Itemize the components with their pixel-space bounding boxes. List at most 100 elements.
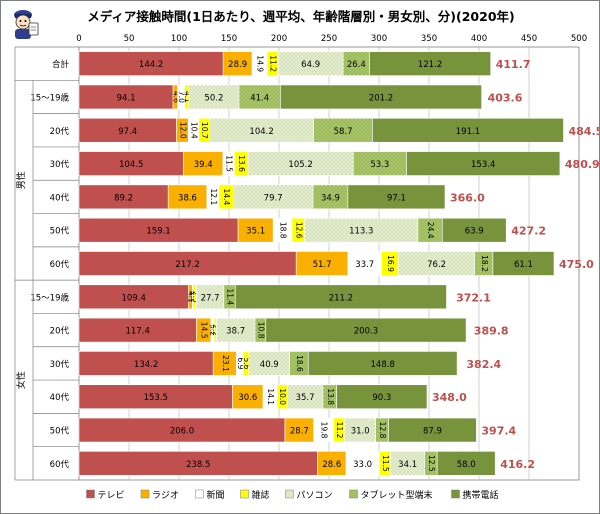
segment-value-label: 30.6 — [238, 393, 257, 403]
segment-value-label: 28.7 — [290, 427, 309, 437]
segment-value-label: 13.8 — [326, 388, 335, 405]
legend-label: ラジオ — [152, 490, 179, 501]
segment-value-label: 97.1 — [387, 193, 406, 203]
group-label: 男性 — [15, 171, 27, 189]
segment-value-label: 11.5 — [381, 455, 390, 472]
category-label: 30代 — [50, 359, 70, 370]
segment-value-label: 14.4 — [222, 189, 231, 206]
segment-value-label: 6.9 — [236, 357, 245, 369]
segment-value-label: 18.8 — [279, 222, 288, 239]
legend-swatch — [285, 489, 294, 499]
segment-value-label: 51.7 — [313, 260, 332, 270]
segment-value-label: 64.9 — [301, 60, 320, 70]
segment-value-label: 97.4 — [118, 127, 137, 137]
total-value-label: 397.4 — [481, 425, 516, 438]
category-label: 合計 — [52, 59, 70, 70]
segment-value-label: 2.2 — [211, 324, 220, 336]
total-value-label: 427.2 — [511, 225, 546, 238]
category-label: 50代 — [50, 226, 70, 237]
x-tick-label: 350 — [421, 34, 437, 44]
segment-value-label: 144.2 — [139, 60, 163, 70]
segment-value-label: 159.1 — [146, 227, 170, 237]
segment-value-label: 211.2 — [329, 293, 353, 303]
segment-value-label: 41.4 — [250, 93, 269, 103]
segment-value-label: 26.4 — [347, 60, 366, 70]
segment-value-label: 13.6 — [237, 155, 246, 172]
segment-value-label: 12.8 — [378, 422, 387, 439]
category-label: 40代 — [50, 392, 70, 403]
segment-value-label: 87.9 — [423, 427, 442, 437]
segment-value-label: 5.6 — [242, 357, 251, 369]
group-label: 女性 — [15, 371, 27, 389]
segment-value-label: 18.6 — [295, 355, 304, 372]
segment-value-label: 28.6 — [322, 460, 341, 470]
legend-label: 雑誌 — [252, 489, 270, 501]
total-value-label: 403.6 — [488, 91, 523, 104]
segment-value-label: 134.2 — [134, 360, 158, 370]
x-tick-label: 300 — [371, 34, 387, 44]
x-tick-label: 200 — [271, 34, 287, 44]
mascot-logo-icon — [14, 10, 39, 39]
segment-value-label: 28.9 — [228, 60, 247, 70]
segment-value-label: 153.5 — [144, 393, 168, 403]
x-tick-label: 100 — [171, 34, 187, 44]
total-value-label: 416.2 — [500, 458, 535, 471]
legend-label: タブレット型端末 — [361, 489, 433, 501]
x-tick-label: 50 — [124, 34, 135, 44]
x-tick-label: 500 — [571, 34, 587, 44]
segment-value-label: 191.1 — [456, 127, 480, 137]
segment-value-label: 14.9 — [256, 55, 265, 72]
bar-segment — [336, 384, 428, 410]
segment-value-label: 12.1 — [209, 189, 218, 206]
segment-value-label: 16.9 — [386, 255, 395, 272]
bar-segment — [406, 151, 561, 176]
segment-value-label: 206.0 — [170, 427, 194, 437]
segment-value-label: 61.1 — [514, 260, 533, 270]
total-value-label: 484.5 — [569, 125, 600, 138]
legend-swatch — [451, 489, 460, 499]
segment-value-label: 4.1 — [186, 291, 195, 303]
segment-value-label: 33.0 — [353, 460, 372, 470]
category-label: 30代 — [50, 159, 70, 170]
total-value-label: 366.0 — [450, 191, 485, 204]
segment-value-label: 201.2 — [369, 93, 393, 103]
segment-value-label: 58.0 — [457, 460, 476, 470]
x-tick-label: 0 — [76, 34, 81, 44]
segment-value-label: 40.9 — [260, 360, 279, 370]
segment-value-label: 117.4 — [126, 327, 150, 337]
category-label: 20代 — [50, 326, 70, 337]
segment-value-label: 148.8 — [371, 360, 395, 370]
total-value-label: 382.4 — [466, 358, 501, 371]
segment-value-label: 89.2 — [114, 193, 133, 203]
category-label: 60代 — [50, 459, 70, 470]
segment-value-label: 121.2 — [418, 60, 442, 70]
bar-segment — [436, 451, 496, 476]
segment-value-label: 200.3 — [354, 327, 378, 337]
bar-segment — [388, 417, 477, 443]
segment-value-label: 27.7 — [201, 293, 220, 303]
bar-segment — [265, 317, 467, 343]
segment-value-label: 238.5 — [186, 460, 210, 470]
segment-value-label: 12.0 — [178, 122, 187, 139]
category-label: 15〜19歳 — [30, 92, 69, 103]
chart-title: メディア接触時間(1日あたり、週平均、年齢階層別・男女別、分)(2020年) — [87, 9, 514, 24]
bar-segment — [372, 117, 564, 143]
segment-value-label: 11.4 — [226, 288, 235, 305]
segment-value-label: 105.2 — [288, 160, 312, 170]
total-value-label: 348.0 — [432, 391, 467, 404]
legend-label: 携帯電話 — [463, 489, 499, 501]
segment-value-label: 39.4 — [194, 160, 213, 170]
bar-segment — [492, 251, 555, 276]
total-value-label: 411.7 — [496, 58, 531, 71]
bar-segment — [307, 351, 458, 376]
segment-value-label: 217.2 — [175, 260, 199, 270]
category-label: 20代 — [50, 126, 70, 137]
segment-value-label: 33.7 — [355, 260, 374, 270]
total-value-label: 372.1 — [456, 291, 491, 304]
segment-value-label: 34.1 — [398, 460, 417, 470]
segment-value-label: 24.4 — [426, 222, 435, 239]
bar-segment — [347, 184, 446, 210]
x-tick-label: 250 — [321, 34, 337, 44]
